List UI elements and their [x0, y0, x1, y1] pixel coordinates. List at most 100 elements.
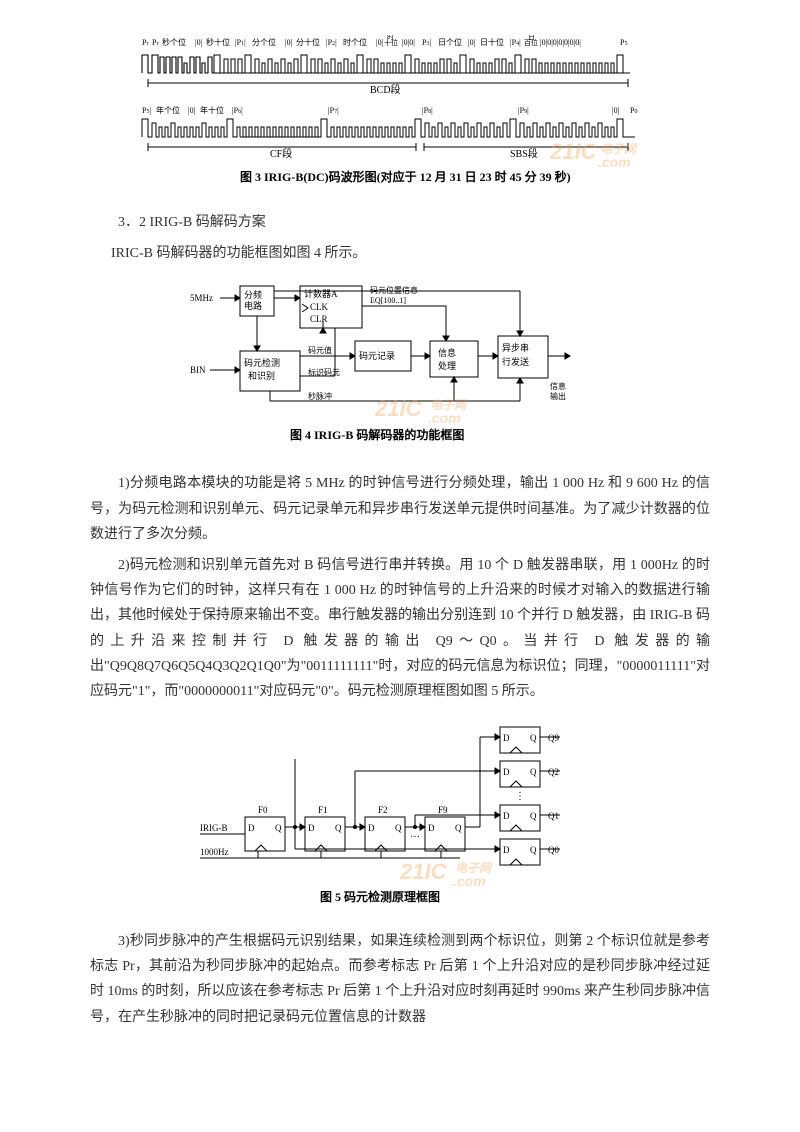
svg-text:Q9: Q9: [548, 733, 559, 743]
svg-text:5MHz: 5MHz: [190, 293, 213, 303]
svg-text:信息: 信息: [550, 381, 566, 391]
svg-text:|0|: |0|: [468, 38, 475, 47]
fig4-svg: 5MHz BIN 分频 电路 计数器A CLK CLR 码元位置信息 EQ[10…: [190, 281, 610, 451]
svg-text:时个位: 时个位: [343, 37, 367, 47]
svg-text:D: D: [248, 823, 255, 833]
svg-text:Q: Q: [395, 823, 402, 833]
svg-text:D: D: [428, 823, 435, 833]
svg-text:图 3 IRIG-B(DC)码波形图(对应于 12 月 3: 图 3 IRIG-B(DC)码波形图(对应于 12 月 31 日 23 时 45…: [240, 169, 571, 184]
svg-text:21IC: 21IC: [374, 396, 423, 421]
svg-text:Q: Q: [275, 823, 282, 833]
svg-text:F9: F9: [438, 805, 448, 815]
svg-text:P5|: P5|: [142, 106, 151, 115]
svg-text:分频: 分频: [244, 289, 262, 300]
svg-text:.com: .com: [453, 873, 486, 889]
svg-text:P5: P5: [620, 38, 627, 47]
svg-text:图 5 码元检测原理框图: 图 5 码元检测原理框图: [320, 889, 440, 904]
svg-text:P3|: P3|: [422, 38, 431, 47]
section-heading-3-2: 3．2 IRIG-B 码解码方案: [90, 210, 710, 235]
svg-text:Q: Q: [530, 811, 537, 821]
svg-text:SBS段: SBS段: [510, 147, 538, 160]
svg-text:Pr: Pr: [142, 38, 148, 47]
svg-text:CF段: CF段: [270, 147, 292, 160]
para-1: 1)分频电路本模块的功能是将 5 MHz 的时钟信号进行分频处理，输出 1 00…: [90, 471, 710, 547]
figure-5: IRIG-B 1000Hz F0 D Q F1 D Q F2 D Q: [90, 719, 710, 909]
svg-text:.com: .com: [598, 154, 631, 170]
svg-text:十位: 十位: [384, 38, 398, 47]
svg-text:日个位: 日个位: [438, 37, 462, 47]
svg-text:Q: Q: [530, 845, 537, 855]
svg-text:.com: .com: [428, 410, 461, 426]
svg-text:|P4|: |P4|: [510, 38, 521, 47]
svg-text:EQ[100..1]: EQ[100..1]: [370, 296, 406, 305]
svg-text:行发送: 行发送: [502, 356, 529, 367]
fig3-svg: Pr Pr 秒个位 |0| 秒十位 |P1| 分个位 |0| 分十位 |P2| …: [140, 35, 660, 190]
svg-text:|P8|: |P8|: [422, 106, 433, 115]
svg-text:分十位: 分十位: [296, 37, 320, 47]
fig5-svg: IRIG-B 1000Hz F0 D Q F1 D Q F2 D Q: [200, 719, 600, 909]
svg-text:F0: F0: [258, 805, 268, 815]
svg-text:和识别: 和识别: [248, 371, 275, 381]
svg-text:CLK: CLK: [310, 302, 329, 312]
svg-text:异步串: 异步串: [502, 343, 529, 353]
svg-text:码元记录: 码元记录: [359, 351, 395, 361]
svg-text:Q1: Q1: [548, 811, 559, 821]
svg-text:处理: 处理: [438, 360, 456, 371]
svg-text:Q: Q: [530, 767, 537, 777]
svg-text:|0|: |0|: [612, 106, 619, 115]
svg-text:计数器A: 计数器A: [304, 288, 338, 299]
svg-text:电路: 电路: [244, 300, 262, 311]
svg-text:码元检测: 码元检测: [244, 357, 280, 368]
svg-text:|P2|: |P2|: [326, 38, 337, 47]
svg-text:|0|: |0|: [376, 38, 383, 47]
svg-text:|0|0|: |0|0|: [402, 38, 415, 47]
svg-text:F2: F2: [378, 805, 388, 815]
svg-text:Q0: Q0: [548, 845, 559, 855]
svg-text:F1: F1: [318, 805, 328, 815]
svg-text:Pr: Pr: [152, 38, 158, 47]
svg-text:|0|: |0|: [285, 38, 292, 47]
svg-text:输出: 输出: [550, 391, 566, 401]
svg-text:年十位: 年十位: [200, 105, 224, 115]
svg-text:21IC: 21IC: [399, 859, 448, 884]
svg-text:Q: Q: [455, 823, 462, 833]
svg-text:21IC: 21IC: [549, 139, 598, 164]
svg-text:P0: P0: [630, 106, 637, 115]
svg-text:D: D: [503, 845, 510, 855]
figure-3: Pr Pr 秒个位 |0| 秒十位 |P1| 分个位 |0| 分十位 |P2| …: [90, 35, 710, 190]
svg-text:BIN: BIN: [190, 365, 206, 375]
svg-text:IRIG-B: IRIG-B: [200, 823, 228, 833]
svg-text:D: D: [368, 823, 375, 833]
svg-text:秒脉冲: 秒脉冲: [308, 391, 332, 401]
svg-text:信息: 信息: [438, 347, 456, 358]
svg-text:|0|0|0|0|0|0|0|: |0|0|0|0|0|0|0|: [540, 38, 581, 47]
para-2: 2)码元检测和识别单元首先对 B 码信号进行串并转换。用 10 个 D 触发器串…: [90, 553, 710, 704]
para-3: 3)秒同步脉冲的产生根据码元识别结果，如果连续检测到两个标识位，则第 2 个标识…: [90, 929, 710, 1030]
svg-text:D: D: [503, 733, 510, 743]
svg-text:D: D: [308, 823, 315, 833]
svg-text:D: D: [503, 767, 510, 777]
svg-text:码元位置信息: 码元位置信息: [370, 285, 418, 295]
svg-text:秒个位: 秒个位: [162, 37, 186, 47]
svg-text:BCD段: BCD段: [370, 83, 401, 96]
svg-text:D: D: [503, 811, 510, 821]
intro-line: IRIC-B 码解码器的功能框图如图 4 所示。: [90, 241, 710, 266]
svg-text:|0|: |0|: [195, 38, 202, 47]
svg-text:…: …: [410, 829, 420, 840]
svg-text:分个位: 分个位: [252, 37, 276, 47]
svg-text:|P7|: |P7|: [328, 106, 339, 115]
svg-text:日十位: 日十位: [480, 37, 504, 47]
svg-text:⋮: ⋮: [515, 791, 525, 802]
svg-text:CLR: CLR: [310, 314, 328, 324]
svg-text:|0|: |0|: [188, 106, 195, 115]
svg-text:百位: 百位: [524, 38, 538, 47]
svg-text:秒十位: 秒十位: [206, 37, 230, 47]
svg-text:图 4 IRIG-B 码解码器的功能框图: 图 4 IRIG-B 码解码器的功能框图: [290, 427, 464, 442]
svg-text:Q: Q: [335, 823, 342, 833]
svg-text:年个位: 年个位: [156, 105, 180, 115]
svg-text:|P6|: |P6|: [232, 106, 243, 115]
svg-text:|P1|: |P1|: [235, 38, 246, 47]
figure-4: 5MHz BIN 分频 电路 计数器A CLK CLR 码元位置信息 EQ[10…: [90, 281, 710, 451]
svg-text:码元值: 码元值: [308, 345, 332, 355]
svg-text:Q2: Q2: [548, 767, 559, 777]
